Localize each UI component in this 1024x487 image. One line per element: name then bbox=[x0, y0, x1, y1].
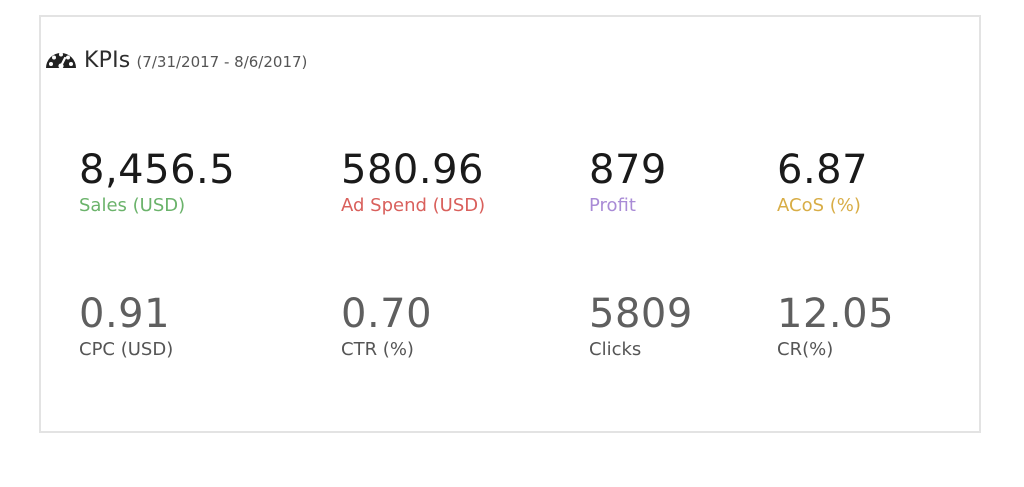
kpi-cpc: 0.91 CPC (USD) bbox=[79, 292, 173, 361]
kpi-header: KPIs (7/31/2017 - 8/6/2017) bbox=[45, 45, 307, 73]
kpi-value: 12.05 bbox=[777, 291, 895, 337]
kpi-value: 6.87 bbox=[777, 147, 869, 193]
kpi-label: CR(%) bbox=[777, 339, 834, 360]
kpi-clicks: 5809 Clicks bbox=[589, 292, 693, 361]
date-range: (7/31/2017 - 8/6/2017) bbox=[136, 53, 308, 71]
kpi-label: CTR (%) bbox=[341, 339, 414, 360]
kpi-label: ACoS (%) bbox=[777, 195, 861, 216]
kpi-value: 879 bbox=[589, 147, 667, 193]
kpi-cr: 12.05 CR(%) bbox=[777, 292, 894, 361]
kpi-value: 580.96 bbox=[341, 147, 484, 193]
kpi-value: 0.91 bbox=[79, 291, 171, 337]
kpi-sales: 8,456.5 Sales (USD) bbox=[79, 148, 235, 217]
kpi-value: 0.70 bbox=[341, 291, 433, 337]
kpi-label: Ad Spend (USD) bbox=[341, 195, 486, 216]
kpi-acos: 6.87 ACoS (%) bbox=[777, 148, 868, 217]
kpi-ad-spend: 580.96 Ad Spend (USD) bbox=[341, 148, 485, 217]
kpi-value: 8,456.5 bbox=[79, 147, 236, 193]
kpi-profit: 879 Profit bbox=[589, 148, 667, 217]
kpi-label: Sales (USD) bbox=[79, 195, 186, 216]
speedometer-icon bbox=[45, 48, 77, 70]
kpi-label: Profit bbox=[589, 195, 636, 216]
kpi-card bbox=[39, 15, 981, 433]
kpi-label: Clicks bbox=[589, 339, 642, 360]
kpi-label: CPC (USD) bbox=[79, 339, 174, 360]
kpi-ctr: 0.70 CTR (%) bbox=[341, 292, 432, 361]
page-title: KPIs bbox=[84, 48, 131, 73]
kpi-value: 5809 bbox=[589, 291, 693, 337]
